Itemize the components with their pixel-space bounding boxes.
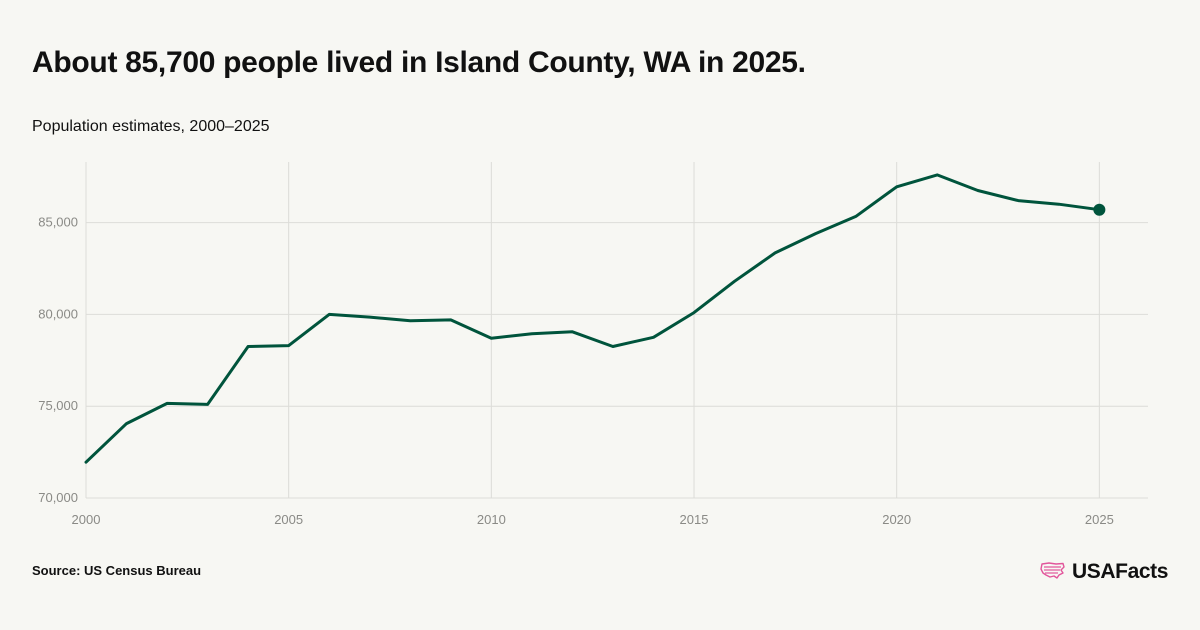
x-tick-label: 2005 xyxy=(274,512,303,527)
x-tick-label: 2025 xyxy=(1085,512,1114,527)
endpoint-marker xyxy=(1093,203,1106,216)
population-line xyxy=(84,173,1101,464)
chart-subtitle: Population estimates, 2000–2025 xyxy=(32,118,270,135)
usafacts-logo: USAFacts xyxy=(1040,560,1168,584)
us-map-flag-icon xyxy=(1040,561,1066,584)
y-tick-label: 70,000 xyxy=(38,490,78,505)
x-tick-label: 2015 xyxy=(680,512,709,527)
chart-title: About 85,700 people lived in Island Coun… xyxy=(32,46,806,79)
y-tick-label: 85,000 xyxy=(38,215,78,230)
x-tick-label: 2000 xyxy=(72,512,101,527)
x-tick-label: 2010 xyxy=(477,512,506,527)
y-tick-label: 75,000 xyxy=(38,398,78,413)
x-tick-label: 2020 xyxy=(882,512,911,527)
y-tick-label: 80,000 xyxy=(38,306,78,321)
source-note: Source: US Census Bureau xyxy=(32,563,202,578)
logo-text: USAFacts xyxy=(1072,560,1168,583)
